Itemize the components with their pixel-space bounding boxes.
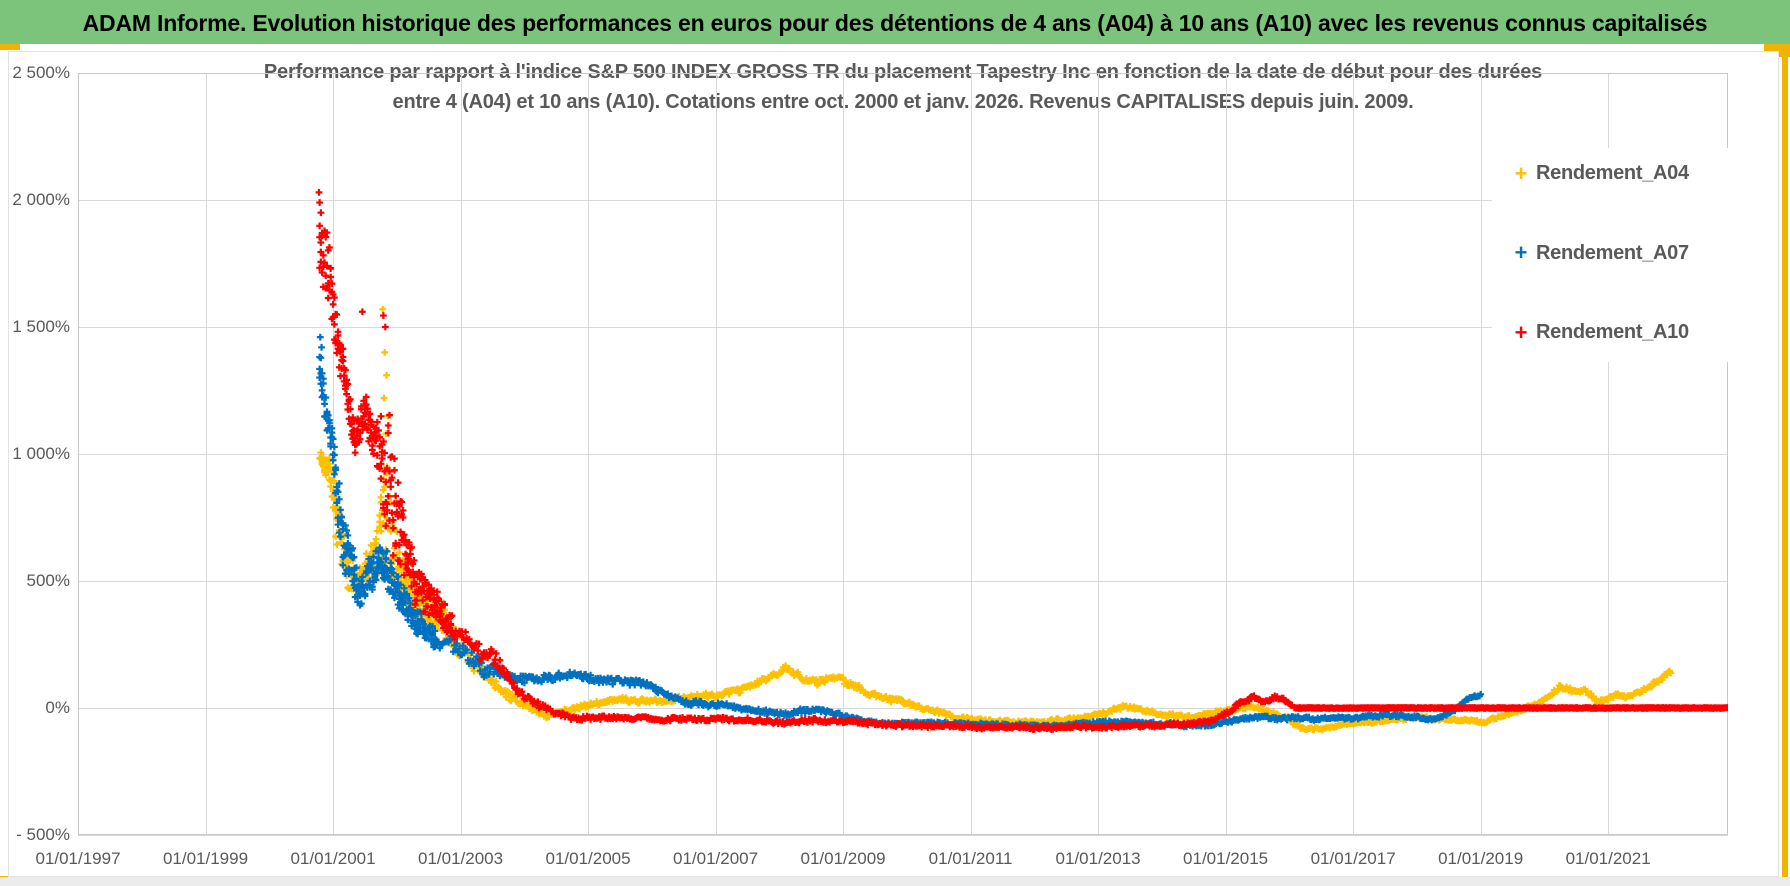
- x-axis-tick-label: 01/01/2005: [545, 849, 631, 868]
- y-axis-tick-label: 2 500%: [12, 63, 70, 82]
- accent-top-left: [0, 44, 20, 50]
- accent-right-strip: [1782, 44, 1788, 877]
- plot-area-canvas[interactable]: [78, 73, 1728, 835]
- plus-marker-icon: +: [1514, 240, 1528, 265]
- legend-item-rendement_a07[interactable]: + Rendement_A07: [1506, 242, 1778, 265]
- banner-title: ADAM Informe. Evolution historique des p…: [82, 10, 1708, 36]
- y-axis-tick-label: 500%: [26, 571, 70, 590]
- x-axis-tick-label: 01/01/2013: [1055, 849, 1141, 868]
- x-axis-tick-label: 01/01/2021: [1565, 849, 1651, 868]
- x-axis-tick-label: 01/01/2001: [290, 849, 376, 868]
- legend: + Rendement_A04 + Rendement_A07 + Rendement_A…: [1492, 148, 1778, 362]
- legend-label: Rendement_A07: [1536, 241, 1689, 264]
- legend-item-rendement_a10[interactable]: + Rendement_A10: [1506, 321, 1778, 344]
- legend-label: Rendement_A10: [1536, 321, 1689, 343]
- x-axis-tick-label: 01/01/2009: [800, 849, 886, 868]
- x-axis-tick-label: 01/01/1997: [35, 849, 121, 868]
- y-axis-tick-label: 1 000%: [12, 444, 70, 463]
- x-axis-tick-label: 01/01/2007: [673, 849, 759, 868]
- x-axis-tick-label: 01/01/1999: [162, 849, 249, 868]
- x-axis-tick-label: 01/01/2019: [1438, 849, 1524, 868]
- plus-marker-icon: +: [1514, 160, 1528, 186]
- y-axis-tick-label: 0%: [45, 698, 70, 717]
- y-axis-tick-label: - 500%: [16, 825, 70, 844]
- legend-label: Rendement_A04: [1536, 162, 1689, 184]
- bottom-strip: [0, 877, 1790, 886]
- plus-marker-icon: +: [1514, 319, 1528, 345]
- x-axis-tick-label: 01/01/2017: [1310, 849, 1396, 868]
- x-axis-tick-label: 01/01/2003: [417, 849, 504, 868]
- x-axis-tick-label: 01/01/2011: [928, 849, 1013, 868]
- gridline-horizontal: [78, 835, 1728, 836]
- banner: ADAM Informe. Evolution historique des p…: [0, 0, 1790, 44]
- y-axis-tick-label: 2 000%: [12, 190, 70, 209]
- x-axis-tick-label: 01/01/2015: [1183, 849, 1269, 868]
- y-axis-tick-label: 1 500%: [12, 317, 70, 336]
- legend-item-rendement_a04[interactable]: + Rendement_A04: [1506, 162, 1778, 185]
